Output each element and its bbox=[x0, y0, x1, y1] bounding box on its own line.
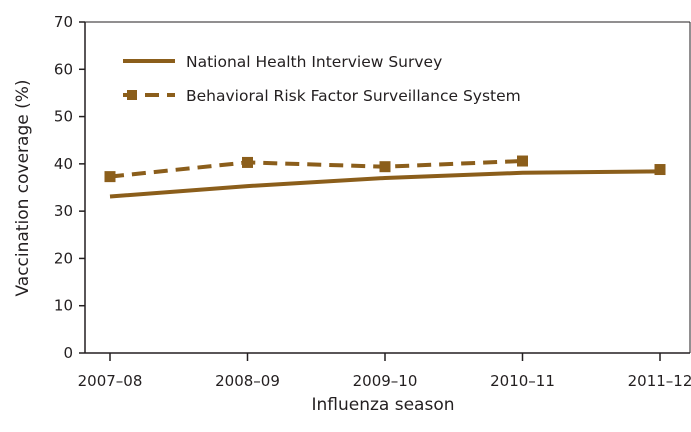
data-point-end bbox=[654, 164, 666, 176]
data-point-brfss bbox=[517, 155, 528, 167]
y-tick-label: 40 bbox=[54, 155, 73, 173]
x-tick-label: 2009–10 bbox=[353, 372, 418, 390]
x-tick-label: 2010–11 bbox=[490, 372, 555, 390]
series-line-nhis bbox=[109, 169, 661, 199]
y-tick-label: 10 bbox=[54, 297, 73, 315]
data-point-brfss bbox=[104, 171, 116, 183]
x-axis-title: Influenza season bbox=[311, 395, 454, 415]
axes bbox=[84, 21, 691, 354]
y-tick-label: 70 bbox=[54, 13, 73, 31]
data-point-brfss bbox=[379, 161, 391, 173]
legend-label-brfss: Behavioral Risk Factor Surveillance Syst… bbox=[186, 87, 521, 105]
y-axis-title: Vaccination coverage (%) bbox=[13, 79, 33, 296]
x-ticks: 2007–08 2008–09 2009–10 2010–11 2011–12 bbox=[78, 353, 691, 390]
y-tick-label: 20 bbox=[54, 249, 73, 267]
x-tick-label: 2011–12 bbox=[628, 372, 691, 390]
x-tick-label: 2007–08 bbox=[78, 372, 143, 390]
series-line-brfss bbox=[109, 159, 523, 179]
y-ticks: 0 10 20 30 40 50 60 70 bbox=[54, 13, 85, 362]
legend-label-nhis: National Health Interview Survey bbox=[186, 53, 442, 71]
series-layer bbox=[104, 155, 666, 199]
legend-marker-brfss bbox=[127, 90, 137, 100]
data-point-brfss bbox=[242, 156, 253, 168]
legend: National Health Interview Survey Behavio… bbox=[123, 53, 521, 105]
y-tick-label: 60 bbox=[54, 60, 73, 78]
y-tick-label: 30 bbox=[54, 202, 73, 220]
y-tick-label: 50 bbox=[54, 108, 73, 126]
x-tick-label: 2008–09 bbox=[215, 372, 280, 390]
y-tick-label: 0 bbox=[63, 344, 73, 362]
